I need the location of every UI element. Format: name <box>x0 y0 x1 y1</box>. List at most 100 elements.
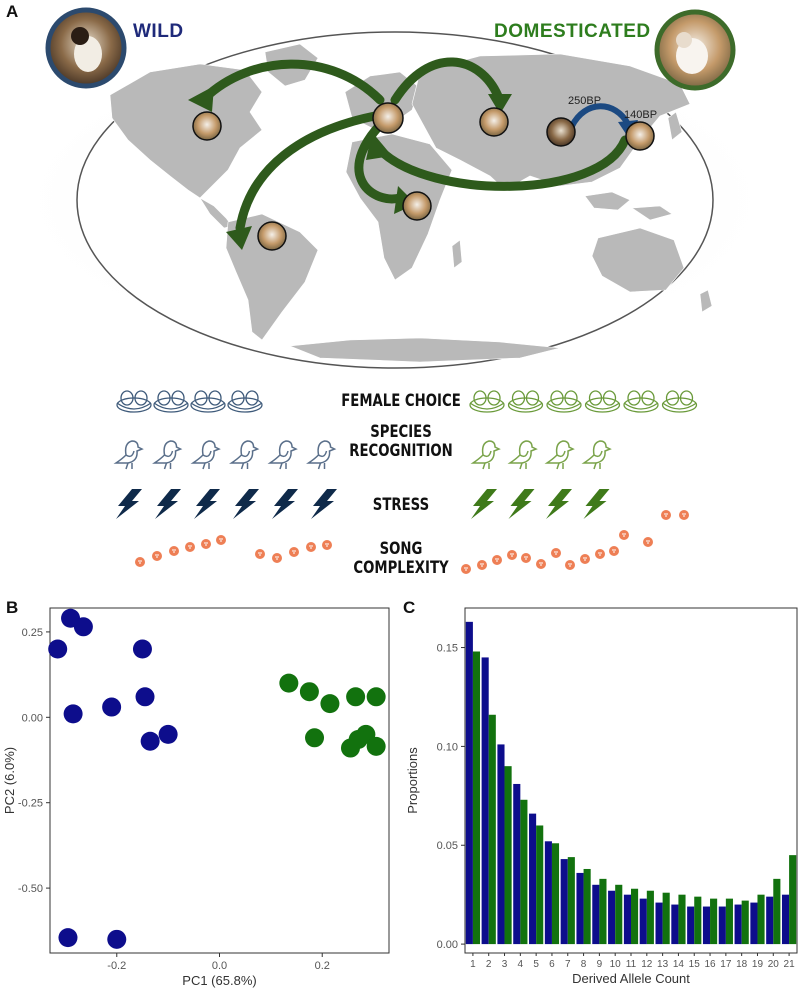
y-tick-label: 0.15 <box>437 643 458 655</box>
x-tick-label: 4 <box>518 959 524 970</box>
wild-bar <box>529 813 537 945</box>
bird-icon <box>581 440 612 470</box>
lightning-icon <box>116 489 142 519</box>
wild-bar <box>702 906 711 945</box>
domesticated-bar <box>504 766 512 945</box>
note-icon <box>536 559 546 569</box>
note-icon <box>477 560 487 570</box>
x-tick-label: 9 <box>597 959 603 970</box>
wild-bar <box>781 894 790 945</box>
note-icon <box>152 551 162 561</box>
plot-frame <box>49 607 390 954</box>
lightning-icon <box>233 489 259 519</box>
wild-bar <box>497 744 505 945</box>
trait-label-stress: STRESS <box>372 495 430 515</box>
domesticated-bar <box>520 799 528 945</box>
wild-bar <box>655 902 663 945</box>
wild-sample-point <box>135 687 155 707</box>
x-tick-label: 1 <box>470 959 476 970</box>
wild-bar <box>576 872 584 945</box>
panel-label-c: C <box>403 598 416 617</box>
nest-icon <box>623 390 659 413</box>
lightning-icon <box>272 489 298 519</box>
bird-icon <box>470 440 501 470</box>
x-axis-label: PC1 (65.8%) <box>182 973 256 988</box>
x-tick-label: 3 <box>502 959 508 970</box>
nest-icon <box>190 390 226 413</box>
x-tick-label: 18 <box>736 959 748 970</box>
bird-marker-wild-asia <box>546 117 576 147</box>
bird-marker-africa <box>402 191 432 221</box>
panel-label-b: B <box>6 598 19 617</box>
wild-sample-point <box>58 928 78 948</box>
nest-icon <box>661 390 698 413</box>
wild-bar <box>608 890 616 945</box>
domesticated-bird-portrait <box>654 9 736 91</box>
lightning-icon <box>508 489 535 519</box>
nest-icon <box>116 390 152 413</box>
note-icon <box>679 510 689 520</box>
x-tick-label: 0.0 <box>212 960 227 972</box>
y-tick-label: 0.05 <box>437 840 458 852</box>
x-tick-label: 12 <box>641 959 653 970</box>
domesticated-bar <box>599 878 607 945</box>
domesticated-bar <box>789 855 797 945</box>
domesticated-bar <box>472 651 481 945</box>
y-tick-label: 0.00 <box>22 712 43 724</box>
bird-icon <box>267 440 298 470</box>
domesticated-bar <box>678 894 686 945</box>
wild-bar <box>718 906 726 945</box>
bird-icon <box>507 440 538 470</box>
note-icon <box>461 564 471 574</box>
nest-icon <box>584 390 621 413</box>
x-tick-label: 21 <box>784 959 796 970</box>
x-tick-label: 10 <box>610 959 622 970</box>
domesticated-sample-point <box>348 730 368 750</box>
y-axis-label: PC2 (6.0%) <box>2 747 17 814</box>
wild-bar <box>465 621 473 945</box>
wild-bird-portrait <box>45 7 127 89</box>
note-icon <box>135 557 145 567</box>
domesticated-bar <box>615 884 623 945</box>
wild-sample-point <box>158 724 178 744</box>
domesticated-sample-point <box>279 673 299 693</box>
time-label-140bp: 140BP <box>624 109 657 121</box>
y-axis-label: Proportions <box>405 747 420 814</box>
lightning-icon <box>155 489 181 519</box>
y-tick-label: 0.00 <box>437 939 458 951</box>
x-tick-label: 13 <box>657 959 669 970</box>
note-icon <box>643 537 653 547</box>
lightning-icon <box>546 489 572 519</box>
world-map-figure: 250BP 140BP <box>5 7 785 369</box>
trait-label-species-recognition: SPECIES RECOGNITION <box>349 422 453 461</box>
x-tick-label: 19 <box>752 959 764 970</box>
note-icon <box>661 510 671 520</box>
note-icon <box>201 539 211 549</box>
note-icon <box>580 554 590 564</box>
nest-icon <box>507 390 544 413</box>
y-tick-label: 0.10 <box>437 741 458 753</box>
domestication-arrow <box>569 103 631 129</box>
wild-sample-point <box>48 639 68 659</box>
bird-icon <box>113 440 144 470</box>
wild-bar <box>481 657 489 945</box>
note-icon <box>306 542 316 552</box>
domesticated-sample-point <box>366 687 386 707</box>
bird-marker-south-america <box>257 221 287 251</box>
wild-bar <box>671 904 679 945</box>
x-tick-label: 17 <box>720 959 732 970</box>
wild-bar <box>592 884 600 945</box>
bird-marker-japan <box>625 121 655 151</box>
note-icon <box>507 550 517 560</box>
x-tick-label: 16 <box>704 959 716 970</box>
x-tick-label: 20 <box>768 959 780 970</box>
domesticated-bar <box>710 898 718 945</box>
allele-frequency-bar-chart: 0.000.050.100.151 2 3 4 5 6 7 8 9 10 11 12 13 14 15 16 1… <box>405 607 798 986</box>
domesticated-bar <box>741 900 749 945</box>
lightning-icon <box>471 489 497 519</box>
wild-heading: WILD <box>133 21 184 42</box>
domesticated-bar <box>567 857 575 945</box>
x-tick-label: 14 <box>673 959 685 970</box>
x-tick-label: 0.2 <box>315 960 330 972</box>
y-tick-label: -0.25 <box>18 798 43 810</box>
